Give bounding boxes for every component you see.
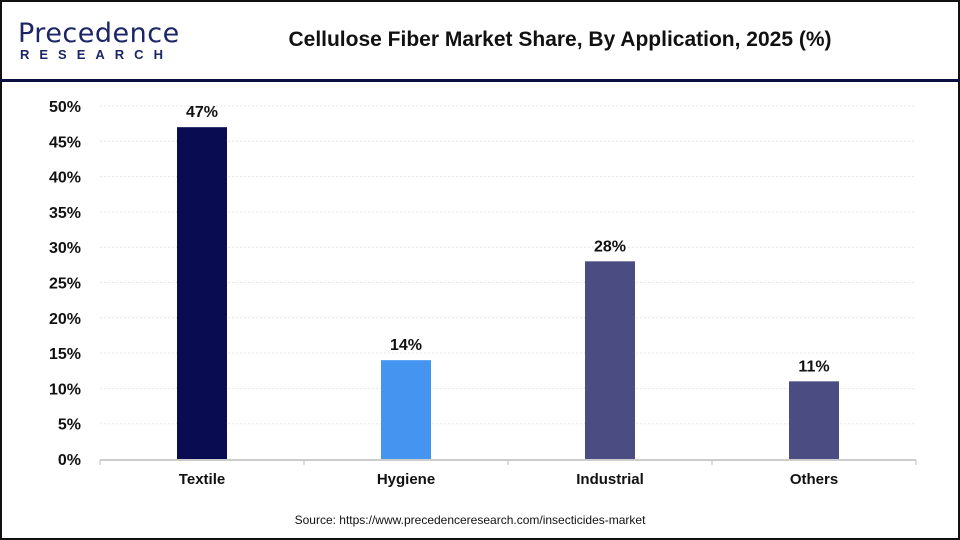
y-tick-label: 5% xyxy=(58,417,81,434)
y-tick-label: 15% xyxy=(49,346,81,363)
header-divider xyxy=(0,79,960,82)
data-label: 47% xyxy=(186,104,218,121)
data-label: 11% xyxy=(798,358,829,375)
y-tick-label: 25% xyxy=(49,276,81,293)
bar-textile xyxy=(177,127,227,460)
logo-line2: RESEARCH xyxy=(20,47,173,62)
y-tick-label: 30% xyxy=(49,240,81,257)
y-tick-label: 20% xyxy=(49,311,81,328)
bar-industrial xyxy=(585,261,635,459)
bar-hygiene xyxy=(381,360,431,459)
data-label: 14% xyxy=(390,337,422,354)
y-tick-label: 45% xyxy=(49,134,81,151)
source-note: Source: https://www.precedenceresearch.c… xyxy=(294,513,646,527)
y-tick-label: 50% xyxy=(49,99,81,116)
data-label: 28% xyxy=(594,238,626,255)
bar-others xyxy=(789,381,839,459)
y-tick-label: 10% xyxy=(49,381,81,398)
chart-title: Cellulose Fiber Market Share, By Applica… xyxy=(288,28,832,51)
x-tick-label: Textile xyxy=(179,471,225,488)
y-tick-label: 35% xyxy=(49,205,81,222)
logo: Precedence RESEARCH xyxy=(18,20,180,62)
y-tick-label: 0% xyxy=(58,452,81,469)
x-tick-label: Hygiene xyxy=(377,471,435,488)
x-tick-label: Industrial xyxy=(576,471,644,488)
y-tick-label: 40% xyxy=(49,170,81,187)
x-tick-label: Others xyxy=(790,471,838,488)
logo-line1: Precedence xyxy=(18,18,180,49)
